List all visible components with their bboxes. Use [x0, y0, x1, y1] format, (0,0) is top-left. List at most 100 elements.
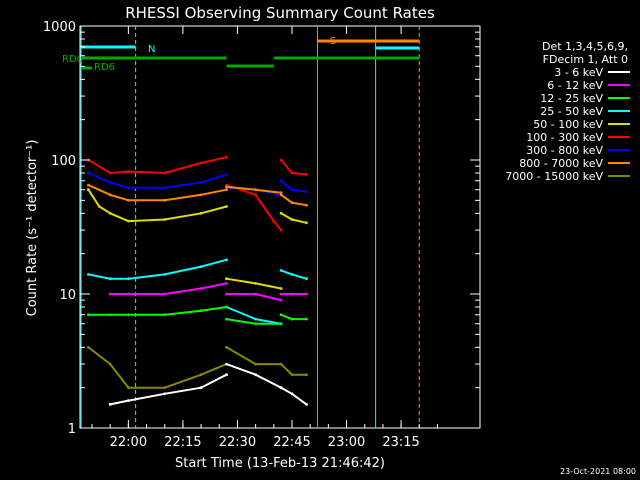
x-tick-label: 23:00 — [328, 435, 365, 450]
data-point — [225, 205, 228, 208]
x-axis-label: Start Time (13-Feb-13 21:46:42) — [175, 456, 385, 471]
data-point — [290, 392, 294, 396]
data-point — [279, 269, 283, 272]
data-point — [290, 273, 294, 276]
data-point — [126, 277, 130, 281]
data-point — [279, 287, 283, 290]
series-line — [87, 156, 227, 175]
series-7000-15000kev — [87, 345, 308, 390]
legend-entry-label: 800 - 7000 keV — [519, 157, 603, 170]
data-point — [108, 362, 112, 366]
data-point — [290, 218, 294, 221]
data-point — [163, 292, 167, 296]
data-point — [225, 362, 228, 366]
data-point — [225, 317, 228, 321]
data-point — [163, 313, 167, 317]
data-point — [126, 399, 130, 402]
legend-entry: 12 - 25 keV — [540, 92, 630, 105]
data-point — [279, 362, 283, 366]
data-point — [225, 155, 228, 159]
data-point — [254, 292, 257, 296]
data-point — [199, 193, 203, 197]
axes: 1 10 100 1000 22:00 22:15 22:30 22:45 23:00 23:15 — [43, 20, 480, 450]
data-point — [199, 287, 203, 290]
data-point — [279, 228, 283, 232]
data-point — [126, 198, 130, 202]
data-point — [199, 181, 203, 184]
data-point — [290, 373, 294, 377]
series-6-12kev — [108, 282, 308, 302]
x-tick-label: 22:15 — [164, 435, 201, 450]
legend-entry-label: 50 - 100 keV — [533, 118, 603, 131]
data-point — [108, 292, 112, 296]
data-point — [199, 309, 203, 313]
data-point — [126, 219, 130, 223]
series-layer — [87, 155, 308, 406]
data-point — [225, 188, 228, 192]
data-point — [279, 179, 283, 183]
legend-entry: 3 - 6 keV — [554, 66, 630, 79]
series-line — [88, 258, 227, 280]
data-point — [108, 181, 112, 184]
legend-entry-label: 25 - 50 keV — [540, 105, 603, 118]
data-point — [254, 362, 257, 366]
legend-entry-label: 300 - 800 keV — [526, 144, 603, 157]
y-axis-label: Count Rate (s⁻¹ detector⁻¹) — [25, 140, 40, 317]
data-point — [87, 273, 90, 276]
data-point — [225, 282, 228, 285]
x-tick-label: 22:00 — [110, 435, 147, 450]
legend-entry: 7000 - 15000 keV — [505, 170, 630, 183]
x-tick-label: 23:15 — [382, 435, 419, 450]
y-tick-label: 100 — [51, 154, 76, 169]
data-point — [279, 386, 283, 390]
data-point — [108, 313, 112, 317]
series-800-7000kev — [87, 183, 308, 207]
data-point — [225, 258, 228, 262]
data-point — [163, 186, 167, 190]
series-line — [226, 184, 282, 231]
data-point — [305, 373, 308, 377]
data-point — [225, 305, 228, 309]
data-point — [87, 171, 90, 175]
legend: Det 1,3,4,5,6,9,FDecim 1, Att 03 - 6 keV… — [505, 40, 630, 183]
data-point — [108, 171, 112, 175]
flag-label-n: N — [148, 44, 155, 55]
legend-header: FDecim 1, Att 0 — [543, 53, 628, 66]
data-point — [199, 386, 203, 390]
data-point — [290, 171, 294, 175]
data-point — [163, 198, 167, 202]
data-point — [126, 313, 130, 317]
y-tick-label: 1 — [68, 422, 76, 437]
series-line — [88, 172, 227, 189]
chart-title: RHESSI Observing Summary Count Rates — [125, 4, 435, 22]
generated-timestamp: 23-Oct-2021 08:00 — [560, 467, 636, 476]
data-point — [225, 292, 228, 296]
data-point — [163, 171, 167, 175]
data-point — [254, 188, 257, 192]
data-point — [254, 193, 257, 197]
data-point — [272, 219, 276, 223]
data-point — [279, 191, 283, 195]
data-point — [279, 298, 283, 302]
series-25-50kev — [87, 258, 308, 326]
data-point — [199, 373, 203, 377]
data-point — [279, 313, 283, 317]
data-point — [199, 161, 203, 165]
legend-entry-label: 12 - 25 keV — [540, 92, 603, 105]
data-point — [279, 211, 283, 215]
legend-entry: 100 - 300 keV — [526, 131, 630, 144]
legend-entry: 6 - 12 keV — [547, 79, 630, 92]
y-tick-label: 10 — [59, 288, 76, 303]
x-tick-label: 22:30 — [219, 435, 256, 450]
data-point — [305, 190, 308, 194]
data-point — [254, 322, 257, 326]
flag-label-rd6: RD6 — [94, 62, 115, 73]
legend-entry: 25 - 50 keV — [540, 105, 630, 118]
legend-entry-label: 6 - 12 keV — [547, 79, 603, 92]
data-point — [225, 373, 228, 377]
data-point — [279, 322, 283, 326]
legend-header: Det 1,3,4,5,6,9, — [542, 40, 628, 53]
data-point — [254, 317, 257, 321]
